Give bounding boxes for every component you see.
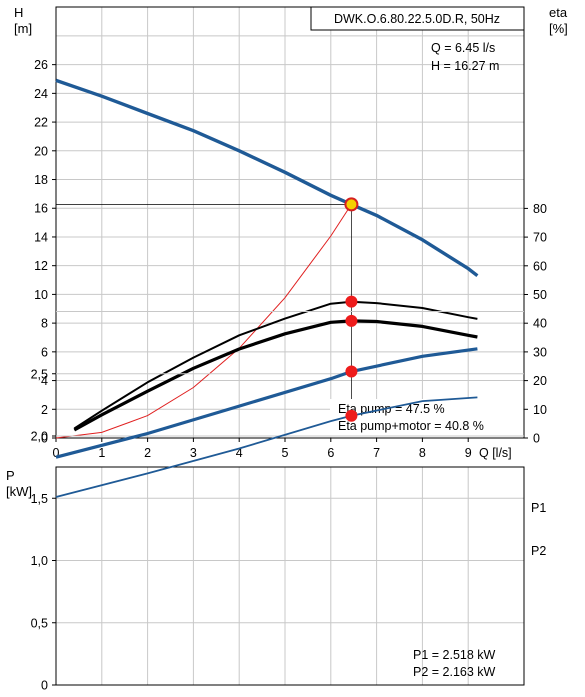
eta-pump-motor-point [345, 314, 358, 327]
eta-tick-label: 20 [533, 374, 547, 388]
eta-pump-point [345, 295, 358, 308]
flow-axis-label: Q [l/s] [479, 446, 512, 460]
x-tick-label: 1 [98, 446, 105, 460]
x-tick-label: 9 [465, 446, 472, 460]
p1-value-label: P1 = 2.518 kW [413, 648, 496, 662]
head-curve-line [55, 78, 479, 278]
eta-tick-label: 70 [533, 231, 547, 245]
p2-curve-line [55, 396, 478, 498]
efficiency-label-bg [330, 399, 523, 437]
power-axis-unit: [kW] [6, 484, 32, 499]
eta-axis-unit: [%] [549, 21, 568, 36]
x-tick-label: 2 [144, 446, 151, 460]
x-tick-label: 7 [373, 446, 380, 460]
chart-title: DWK.O.6.80.22.5.0D.R, 50Hz [334, 12, 500, 26]
duty-point-flow-label: Q = 6.45 l/s [431, 41, 495, 55]
x-tick-label: 4 [236, 446, 243, 460]
x-tick-label: 3 [190, 446, 197, 460]
head-tick-label: 8 [41, 317, 48, 331]
x-tick-label: 6 [327, 446, 334, 460]
head-tick-label: 16 [34, 202, 48, 216]
head-tick-label: 20 [34, 144, 48, 158]
eta-tick-label: 80 [533, 202, 547, 216]
head-tick-label: 18 [34, 173, 48, 187]
eta-pump-motor-curve-line [73, 319, 478, 432]
x-tick-label: 0 [53, 446, 60, 460]
power-tick-label: 2,5 [31, 367, 48, 381]
duty-point-head-label: H = 16.27 m [431, 59, 499, 73]
eta-tick-label: 30 [533, 345, 547, 359]
head-tick-label: 10 [34, 288, 48, 302]
eta-tick-label: 40 [533, 317, 547, 331]
eta-tick-label: 50 [533, 288, 547, 302]
eta-pump-motor-label: Eta pump+motor = 40.8 % [338, 419, 484, 433]
power-point [345, 365, 358, 378]
eta-tick-label: 10 [533, 403, 547, 417]
power-tick-label: 1,5 [31, 492, 48, 506]
p2-value-label: P2 = 2.163 kW [413, 665, 496, 679]
p1-curve-line [55, 347, 478, 459]
eta-axis-label: eta [549, 5, 568, 20]
eta-tick-label: 60 [533, 259, 547, 273]
head-axis-label: H [14, 5, 23, 20]
head-tick-label: 26 [34, 58, 48, 72]
head-axis-unit: [m] [14, 21, 32, 36]
head-tick-label: 0 [41, 432, 48, 446]
head-tick-label: 12 [34, 259, 48, 273]
power-axis-label: P [6, 468, 15, 483]
eta-tick-label: 0 [533, 432, 540, 446]
head-tick-label: 2 [41, 403, 48, 417]
system-curve-line [55, 204, 352, 439]
duty-point-marker [344, 197, 359, 212]
power-tick-label: 0 [41, 679, 48, 693]
power-tick-label: 1,0 [31, 554, 48, 568]
plot-frame-lower [55, 466, 525, 686]
x-tick-label: 8 [419, 446, 426, 460]
plot-frame-upper [55, 6, 525, 439]
x-tick-label: 5 [282, 446, 289, 460]
p1-legend-label: P1 [531, 501, 546, 515]
power-tick-label: 0,5 [31, 616, 48, 630]
head-tick-label: 14 [34, 230, 48, 244]
head-tick-label: 22 [34, 116, 48, 130]
head-tick-label: 24 [34, 87, 48, 101]
power-point [345, 409, 358, 422]
title-box [310, 6, 525, 31]
head-tick-label: 4 [41, 374, 48, 388]
p2-legend-label: P2 [531, 544, 546, 558]
head-tick-label: 6 [41, 345, 48, 359]
power-tick-label: 2,0 [31, 430, 48, 444]
